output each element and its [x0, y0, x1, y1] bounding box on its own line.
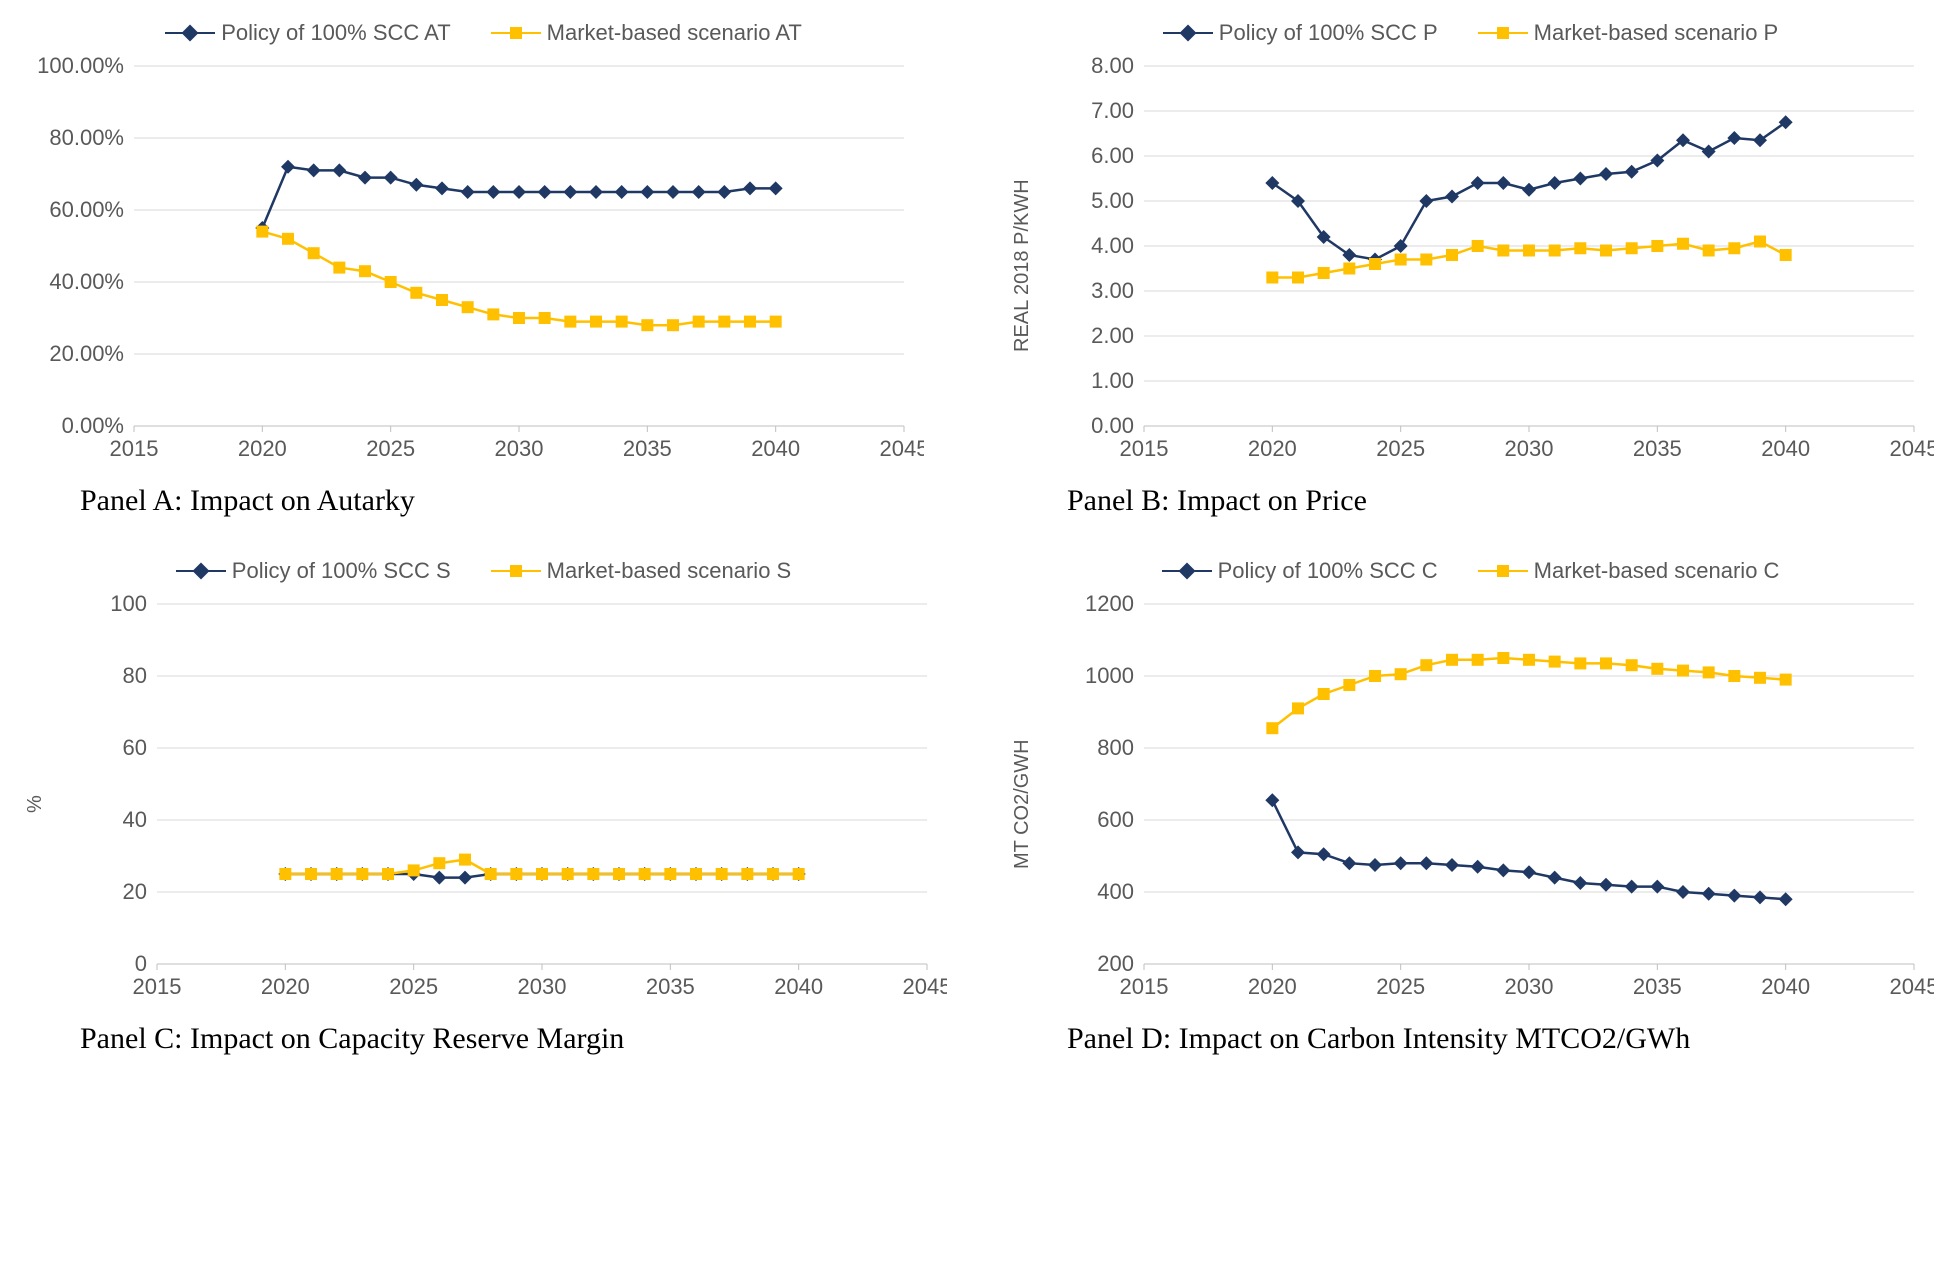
- legend-label: Market-based scenario S: [547, 558, 792, 584]
- ylabel-b: REAL 2018 P/KWH: [1007, 56, 1034, 476]
- svg-text:2.00: 2.00: [1091, 323, 1134, 348]
- svg-text:2045: 2045: [880, 436, 924, 461]
- panel-a: Policy of 100% SCC AT Market-based scenar…: [20, 20, 947, 518]
- svg-text:2015: 2015: [110, 436, 159, 461]
- svg-text:0: 0: [135, 951, 147, 976]
- legend-label: Policy of 100% SCC S: [232, 558, 451, 584]
- ylabel-c: %: [20, 594, 47, 1014]
- svg-text:600: 600: [1097, 807, 1134, 832]
- svg-text:2020: 2020: [261, 974, 310, 999]
- svg-text:1.00: 1.00: [1091, 368, 1134, 393]
- svg-text:2030: 2030: [1505, 974, 1554, 999]
- svg-text:2015: 2015: [133, 974, 182, 999]
- legend-item: Market-based scenario P: [1478, 20, 1779, 46]
- svg-text:2045: 2045: [1890, 436, 1934, 461]
- chart-b: 0.00 1.00 2.00 3.00 4.00 5.00 6.00 7.00 8.00 2015…: [1034, 56, 1934, 476]
- svg-text:400: 400: [1097, 879, 1134, 904]
- svg-text:20.00%: 20.00%: [49, 341, 124, 366]
- svg-text:80: 80: [123, 663, 147, 688]
- svg-text:2035: 2035: [1633, 974, 1682, 999]
- svg-text:800: 800: [1097, 735, 1134, 760]
- svg-text:80.00%: 80.00%: [49, 125, 124, 150]
- svg-text:40: 40: [123, 807, 147, 832]
- caption-a: Panel A: Impact on Autarky: [20, 484, 947, 518]
- legend-d: Policy of 100% SCC C Market-based scenari…: [1007, 558, 1934, 584]
- svg-text:2030: 2030: [1505, 436, 1554, 461]
- panel-b: Policy of 100% SCC P Market-based scenari…: [1007, 20, 1934, 518]
- svg-text:100.00%: 100.00%: [37, 56, 124, 78]
- legend-a: Policy of 100% SCC AT Market-based scenar…: [20, 20, 947, 46]
- svg-text:200: 200: [1097, 951, 1134, 976]
- svg-text:2035: 2035: [1633, 436, 1682, 461]
- svg-text:100: 100: [110, 594, 147, 616]
- legend-label: Policy of 100% SCC P: [1219, 20, 1438, 46]
- svg-text:2015: 2015: [1120, 436, 1169, 461]
- chart-grid: Policy of 100% SCC AT Market-based scenar…: [20, 20, 1920, 1056]
- legend-b: Policy of 100% SCC P Market-based scenari…: [1007, 20, 1934, 46]
- legend-label: Market-based scenario C: [1534, 558, 1780, 584]
- svg-text:2020: 2020: [1248, 436, 1297, 461]
- svg-text:7.00: 7.00: [1091, 98, 1134, 123]
- svg-text:2040: 2040: [1761, 974, 1810, 999]
- svg-text:2040: 2040: [1761, 436, 1810, 461]
- panel-c: Policy of 100% SCC S Market-based scenari…: [20, 558, 947, 1056]
- caption-d: Panel D: Impact on Carbon Intensity MTCO…: [1007, 1022, 1934, 1056]
- svg-text:4.00: 4.00: [1091, 233, 1134, 258]
- caption-b: Panel B: Impact on Price: [1007, 484, 1934, 518]
- chart-d: 200 400 600 800 1000 1200 2015 2020 2025 2030 2035…: [1034, 594, 1934, 1014]
- svg-text:2025: 2025: [389, 974, 438, 999]
- svg-text:2045: 2045: [1890, 974, 1934, 999]
- svg-text:0.00: 0.00: [1091, 413, 1134, 438]
- legend-item: Market-based scenario S: [491, 558, 792, 584]
- svg-text:20: 20: [123, 879, 147, 904]
- legend-label: Market-based scenario P: [1534, 20, 1779, 46]
- ylabel-a: [20, 56, 24, 476]
- svg-text:2035: 2035: [646, 974, 695, 999]
- legend-item: Policy of 100% SCC C: [1162, 558, 1438, 584]
- svg-text:2025: 2025: [1376, 974, 1425, 999]
- svg-text:2030: 2030: [518, 974, 567, 999]
- svg-text:1200: 1200: [1085, 594, 1134, 616]
- svg-text:2035: 2035: [623, 436, 672, 461]
- legend-label: Market-based scenario AT: [547, 20, 802, 46]
- svg-text:6.00: 6.00: [1091, 143, 1134, 168]
- svg-text:1000: 1000: [1085, 663, 1134, 688]
- svg-text:3.00: 3.00: [1091, 278, 1134, 303]
- legend-item: Market-based scenario AT: [491, 20, 802, 46]
- legend-item: Policy of 100% SCC AT: [165, 20, 450, 46]
- svg-text:60: 60: [123, 735, 147, 760]
- legend-label: Policy of 100% SCC AT: [221, 20, 450, 46]
- svg-text:2040: 2040: [774, 974, 823, 999]
- svg-text:2040: 2040: [751, 436, 800, 461]
- caption-c: Panel C: Impact on Capacity Reserve Marg…: [20, 1022, 947, 1056]
- legend-label: Policy of 100% SCC C: [1218, 558, 1438, 584]
- legend-item: Market-based scenario C: [1478, 558, 1780, 584]
- svg-text:2020: 2020: [238, 436, 287, 461]
- svg-text:2015: 2015: [1120, 974, 1169, 999]
- svg-text:5.00: 5.00: [1091, 188, 1134, 213]
- svg-text:2045: 2045: [903, 974, 947, 999]
- svg-text:8.00: 8.00: [1091, 56, 1134, 78]
- chart-c: 0204060801002015202020252030203520402045: [47, 594, 947, 1014]
- chart-a: 0.00% 20.00% 40.00% 60.00% 80.00% 100.00% 2015…: [24, 56, 924, 476]
- svg-text:2030: 2030: [495, 436, 544, 461]
- svg-text:2025: 2025: [366, 436, 415, 461]
- panel-d: Policy of 100% SCC C Market-based scenari…: [1007, 558, 1934, 1056]
- svg-text:0.00%: 0.00%: [62, 413, 124, 438]
- svg-text:2020: 2020: [1248, 974, 1297, 999]
- legend-item: Policy of 100% SCC P: [1163, 20, 1438, 46]
- svg-text:2025: 2025: [1376, 436, 1425, 461]
- ylabel-d: MT CO2/GWH: [1007, 594, 1034, 1014]
- svg-text:40.00%: 40.00%: [49, 269, 124, 294]
- legend-item: Policy of 100% SCC S: [176, 558, 451, 584]
- legend-c: Policy of 100% SCC S Market-based scenari…: [20, 558, 947, 584]
- svg-text:60.00%: 60.00%: [49, 197, 124, 222]
